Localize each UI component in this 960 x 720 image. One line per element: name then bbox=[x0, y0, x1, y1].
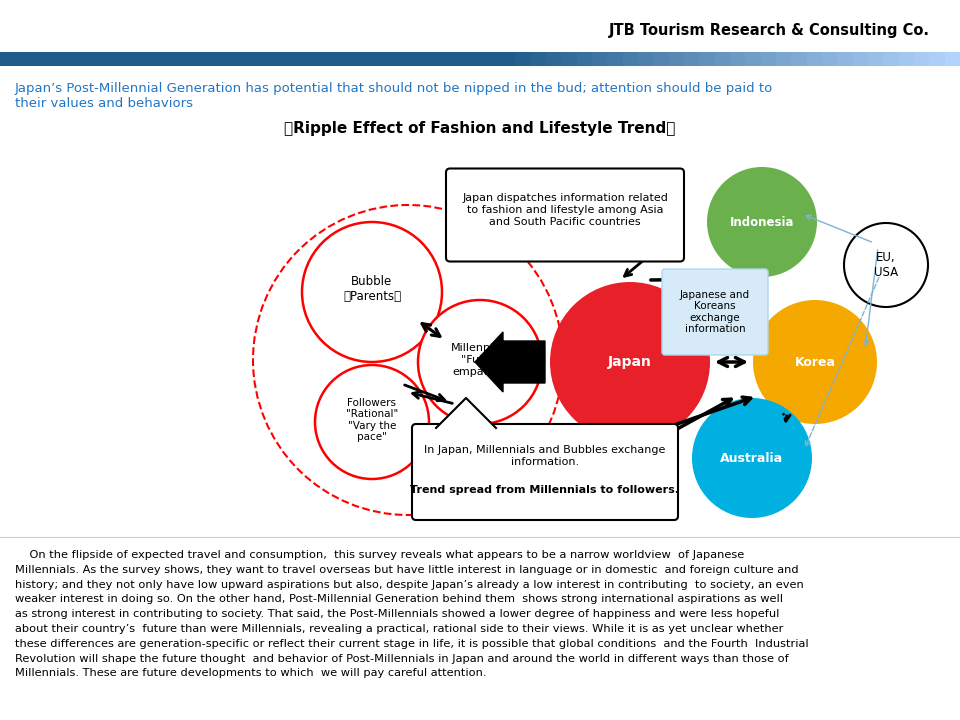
Bar bbox=[562, 52, 578, 66]
Text: 【Ripple Effect of Fashion and Lifestyle Trend】: 【Ripple Effect of Fashion and Lifestyle … bbox=[284, 122, 676, 137]
Bar bbox=[608, 52, 624, 66]
Bar bbox=[577, 52, 593, 66]
Bar bbox=[684, 52, 701, 66]
Circle shape bbox=[692, 398, 812, 518]
Bar bbox=[929, 52, 946, 66]
Text: Japan’s Post-Millennial Generation has potential that should not be nipped in th: Japan’s Post-Millennial Generation has p… bbox=[15, 82, 773, 110]
Bar bbox=[822, 52, 838, 66]
Bar bbox=[837, 52, 853, 66]
Circle shape bbox=[753, 300, 877, 424]
Text: JTB Tourism Research & Consulting Co.: JTB Tourism Research & Consulting Co. bbox=[609, 22, 930, 37]
Text: Followers
"Rational"
"Vary the
pace": Followers "Rational" "Vary the pace" bbox=[346, 397, 398, 442]
Bar bbox=[699, 52, 715, 66]
Circle shape bbox=[315, 365, 429, 479]
Text: Indonesia: Indonesia bbox=[730, 215, 794, 228]
Text: Australia: Australia bbox=[720, 451, 783, 464]
Bar bbox=[760, 52, 777, 66]
Bar bbox=[852, 52, 869, 66]
FancyBboxPatch shape bbox=[412, 424, 678, 520]
Polygon shape bbox=[436, 398, 496, 428]
Bar bbox=[945, 52, 960, 66]
Bar bbox=[500, 52, 516, 66]
FancyBboxPatch shape bbox=[446, 168, 684, 261]
Bar bbox=[868, 52, 884, 66]
Circle shape bbox=[707, 167, 817, 277]
Bar bbox=[516, 52, 532, 66]
Text: EU,
USA: EU, USA bbox=[874, 251, 898, 279]
Bar bbox=[0, 52, 500, 66]
Text: On the flipside of expected travel and consumption,  this survey reveals what ap: On the flipside of expected travel and c… bbox=[15, 550, 808, 678]
Text: Millennials
"Full of
empathy": Millennials "Full of empathy" bbox=[450, 343, 510, 377]
FancyBboxPatch shape bbox=[662, 269, 768, 355]
Bar bbox=[623, 52, 639, 66]
Bar bbox=[806, 52, 823, 66]
Circle shape bbox=[844, 223, 928, 307]
Text: Japan dispatches information related
to fashion and lifestyle among Asia
and Sou: Japan dispatches information related to … bbox=[462, 194, 668, 227]
Text: In Japan, Millennials and Bubbles exchange
information.: In Japan, Millennials and Bubbles exchan… bbox=[424, 445, 665, 467]
Bar bbox=[531, 52, 547, 66]
Text: Korea: Korea bbox=[795, 356, 835, 369]
Bar bbox=[914, 52, 930, 66]
Bar bbox=[883, 52, 900, 66]
Bar bbox=[638, 52, 655, 66]
FancyArrow shape bbox=[475, 332, 545, 392]
Bar bbox=[730, 52, 746, 66]
Bar bbox=[669, 52, 685, 66]
Bar bbox=[899, 52, 915, 66]
Text: Trend spread from Millennials to followers.: Trend spread from Millennials to followe… bbox=[411, 485, 680, 495]
Bar bbox=[592, 52, 609, 66]
Circle shape bbox=[418, 300, 542, 424]
Text: Japan: Japan bbox=[608, 355, 652, 369]
Circle shape bbox=[302, 222, 442, 362]
Bar bbox=[776, 52, 792, 66]
Bar bbox=[791, 52, 807, 66]
Bar bbox=[714, 52, 731, 66]
Text: Japanese and
Koreans
exchange
information: Japanese and Koreans exchange informatio… bbox=[680, 289, 750, 334]
Text: Bubble
（Parents）: Bubble （Parents） bbox=[343, 275, 401, 303]
Bar bbox=[745, 52, 761, 66]
Bar bbox=[654, 52, 670, 66]
Circle shape bbox=[550, 282, 710, 442]
Bar bbox=[546, 52, 563, 66]
